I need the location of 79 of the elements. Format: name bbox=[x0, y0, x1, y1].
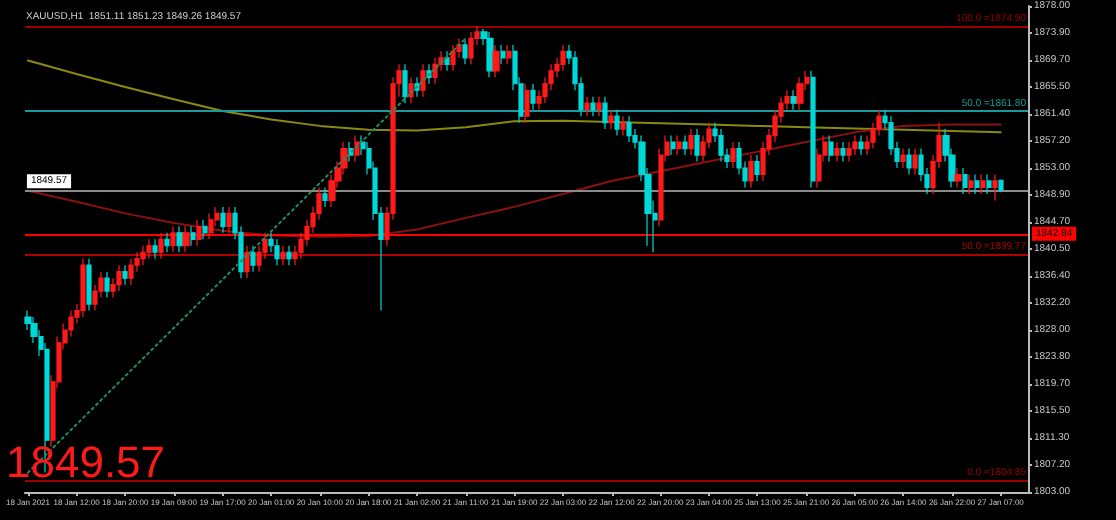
candlestick bbox=[596, 96, 602, 117]
candlestick bbox=[688, 128, 694, 156]
candlestick bbox=[122, 264, 128, 286]
candlestick bbox=[462, 37, 468, 65]
candlestick bbox=[152, 238, 158, 260]
candlestick bbox=[128, 258, 134, 286]
candlestick bbox=[500, 44, 506, 65]
candlestick bbox=[754, 154, 760, 182]
candlestick bbox=[158, 232, 164, 260]
candlestick bbox=[450, 44, 456, 72]
candlestick bbox=[846, 141, 852, 163]
candlestick bbox=[116, 264, 122, 292]
line-series bbox=[26, 123, 1002, 238]
candlestick bbox=[86, 258, 92, 312]
candlestick bbox=[906, 147, 912, 176]
candlestick bbox=[190, 225, 196, 247]
candlestick bbox=[694, 128, 700, 163]
candlestick bbox=[614, 109, 620, 137]
candlestick bbox=[790, 89, 798, 111]
candlestick bbox=[986, 173, 992, 195]
candlestick bbox=[250, 245, 256, 273]
candlestick bbox=[682, 135, 688, 156]
candlestick bbox=[834, 141, 840, 163]
candlestick bbox=[492, 44, 500, 78]
candlestick bbox=[176, 225, 184, 253]
candlestick bbox=[858, 135, 864, 156]
candlestick bbox=[530, 83, 536, 111]
candlestick bbox=[620, 115, 626, 137]
candlestick bbox=[676, 135, 682, 156]
candlestick bbox=[796, 76, 804, 111]
candlestick bbox=[584, 96, 590, 117]
candlestick bbox=[852, 135, 858, 156]
candlestick bbox=[506, 44, 512, 65]
candlestick bbox=[146, 238, 152, 260]
candlestick bbox=[280, 245, 286, 266]
candlestick bbox=[202, 219, 208, 240]
candlestick bbox=[164, 232, 170, 253]
candlestick bbox=[980, 173, 986, 195]
candlestick bbox=[718, 128, 724, 163]
candlestick bbox=[182, 225, 190, 253]
candlestick bbox=[444, 50, 450, 72]
candlestick bbox=[626, 115, 632, 143]
candlestick bbox=[140, 245, 146, 266]
candlestick bbox=[104, 271, 110, 299]
candlestick bbox=[420, 63, 426, 98]
candlestick bbox=[170, 225, 176, 253]
candlestick bbox=[954, 167, 962, 189]
candlestick bbox=[486, 31, 494, 78]
candlestick bbox=[408, 76, 414, 104]
candlestick bbox=[608, 109, 614, 130]
candlestick bbox=[220, 206, 226, 234]
candlestick bbox=[968, 173, 974, 195]
candlestick bbox=[560, 44, 566, 72]
candlestick bbox=[208, 212, 214, 240]
candlestick bbox=[900, 147, 906, 169]
candlestick bbox=[962, 167, 968, 195]
candlestick bbox=[468, 31, 474, 65]
candlestick bbox=[912, 147, 918, 176]
annotation: 1849.57 bbox=[6, 437, 166, 487]
candlestick bbox=[322, 186, 328, 208]
candlestick bbox=[840, 141, 846, 163]
candlestick bbox=[730, 141, 736, 169]
candlestick bbox=[402, 63, 408, 104]
candlestick bbox=[748, 154, 754, 189]
candlestick bbox=[670, 135, 676, 156]
candlestick bbox=[602, 96, 608, 130]
candlestick bbox=[992, 173, 998, 201]
candlestick bbox=[80, 258, 86, 318]
candlestick bbox=[810, 70, 816, 189]
candlestick bbox=[524, 83, 530, 124]
candlestick bbox=[286, 245, 292, 266]
candlestick bbox=[828, 135, 834, 163]
candlestick bbox=[590, 96, 596, 117]
candlestick bbox=[226, 206, 232, 234]
candlestick bbox=[998, 178, 1004, 193]
candlestick bbox=[274, 238, 280, 266]
candlestick bbox=[244, 245, 250, 279]
candlestick bbox=[974, 173, 980, 195]
candlestick bbox=[196, 219, 202, 247]
